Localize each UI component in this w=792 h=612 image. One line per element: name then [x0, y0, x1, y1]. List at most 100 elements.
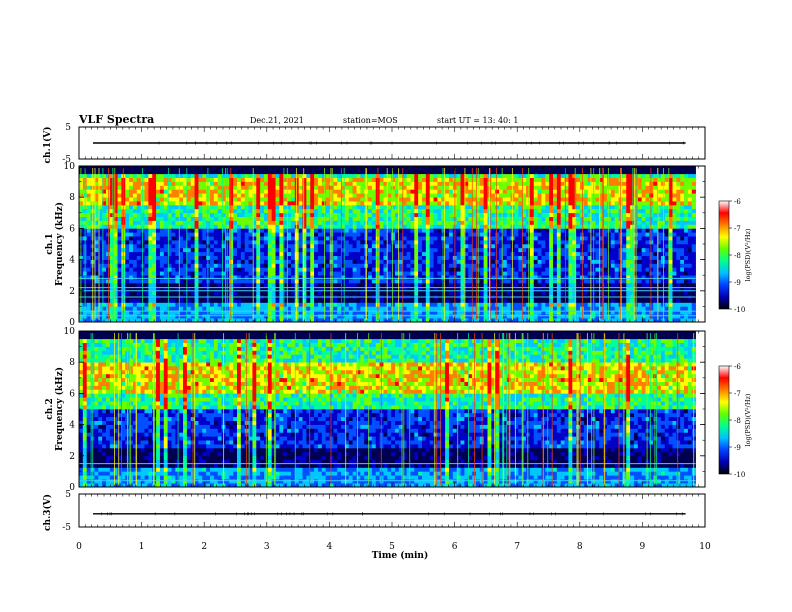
spectrogram-cell [479, 259, 484, 264]
spectrogram-cell [398, 197, 404, 202]
spectrogram-cell [348, 177, 353, 182]
spectrogram-cell [152, 279, 157, 284]
spectrogram-cell [506, 318, 511, 323]
spectrogram-cell [522, 290, 527, 295]
spectrogram-cell [256, 224, 261, 229]
spectrogram-cell [217, 189, 222, 194]
spectrogram-cell [526, 232, 531, 237]
spectrogram-cell [171, 197, 176, 202]
spectrogram-cell [491, 244, 496, 249]
spectrogram-cell [491, 166, 496, 171]
spectrogram-cell [156, 283, 161, 288]
spectrogram-cell [379, 263, 384, 268]
spectrogram-cell [244, 267, 249, 272]
spectrogram-cell [421, 318, 427, 323]
spectrogram-cell [175, 228, 180, 233]
spectrogram-cell [194, 240, 199, 245]
spectrogram-cell [406, 193, 411, 198]
spectrogram-cell [402, 279, 407, 284]
spectrogram-cell [260, 166, 265, 171]
spectrogram-cell [229, 205, 234, 210]
spectrogram-cell [271, 275, 276, 280]
spectrogram-cell [329, 290, 334, 295]
spectrogram-cell [522, 244, 527, 249]
spectrogram-cell [302, 228, 307, 233]
spectrogram-cell [144, 255, 149, 260]
spectrogram-cell [344, 193, 350, 198]
spectrogram-cell [210, 298, 215, 303]
spectrogram-cell [217, 228, 222, 233]
spectrogram-cell [456, 286, 461, 292]
spectrogram-cell [429, 177, 434, 182]
spectrogram-cell [171, 247, 176, 253]
spectrogram-cell [383, 259, 388, 264]
spectrogram-cell [499, 212, 504, 217]
spectrogram-cell [445, 212, 450, 217]
spectrogram-cell [113, 205, 118, 210]
spectrogram-cell [348, 169, 353, 175]
spectrogram-cell [499, 263, 504, 268]
spectrogram-cell [395, 275, 400, 280]
spectrogram-cell [156, 251, 161, 256]
spectrogram-cell [410, 197, 415, 202]
spectrogram-cell [229, 298, 234, 303]
spectrogram-cell [190, 263, 195, 268]
spectrogram-cell [418, 205, 423, 210]
spectrogram-cell [167, 302, 172, 307]
spectrogram-cell [144, 275, 149, 280]
spectrogram-cell [229, 314, 234, 319]
spectrogram-cell [221, 302, 226, 307]
spectrogram-cell [468, 314, 473, 319]
spectrogram-cell [217, 271, 222, 276]
spectrogram-cell [333, 314, 338, 319]
spectrogram-cell [306, 244, 311, 249]
spectrogram-cell [402, 247, 407, 253]
spectrogram-cell [221, 220, 226, 225]
spectrogram-cell [298, 193, 303, 198]
spectrogram-cell [468, 310, 473, 315]
spectrogram-cell [314, 310, 319, 315]
spectrogram-cell [213, 267, 219, 272]
spectrogram-cell [237, 267, 242, 272]
spectrogram-cell [194, 177, 199, 182]
spectrogram-cell [198, 302, 203, 307]
spectrogram-cell [479, 283, 484, 288]
spectrogram-cell [414, 263, 419, 268]
spectrogram-cell [483, 255, 488, 260]
spectrogram-cell [429, 220, 434, 225]
spectrogram-cell [244, 173, 249, 178]
spectrogram-cell [395, 189, 400, 194]
spectrogram-cell [379, 224, 384, 229]
spectrogram-cell [102, 279, 107, 284]
spectrogram-cell [94, 263, 99, 268]
spectrogram-cell [271, 244, 276, 249]
spectrogram-cell [179, 306, 184, 311]
spectrogram-cell [298, 310, 303, 315]
spectrogram-cell [136, 212, 141, 217]
spectrogram-cell [159, 205, 165, 210]
spectrogram-cell [98, 189, 103, 194]
spectrogram-cell [526, 205, 531, 210]
spectrogram-cell [448, 177, 454, 182]
spectrogram-cell [117, 236, 122, 241]
spectrogram-cell [290, 247, 296, 253]
spectrogram-cell [210, 166, 215, 171]
spectrogram-cell [402, 251, 407, 256]
spectrogram-cell [529, 310, 535, 315]
spectrogram-cell [167, 283, 172, 288]
spectrogram-cell [402, 177, 407, 182]
spectrogram-cell [356, 247, 361, 253]
spectrogram-cell [321, 259, 326, 264]
spectrogram-cell [263, 208, 269, 214]
spectrogram-cell [518, 224, 523, 229]
spectrogram-cell [148, 290, 153, 295]
spectrogram-cell [341, 263, 346, 268]
spectrogram-cell [221, 212, 226, 217]
spectrogram-cell [360, 205, 365, 210]
spectrogram-cell [379, 302, 384, 307]
spectrogram-cell [102, 193, 107, 198]
spectrogram-cell [499, 251, 504, 256]
spectrogram-cell [356, 271, 361, 276]
spectrogram-cell [387, 208, 392, 214]
spectrogram-cell [175, 185, 180, 190]
